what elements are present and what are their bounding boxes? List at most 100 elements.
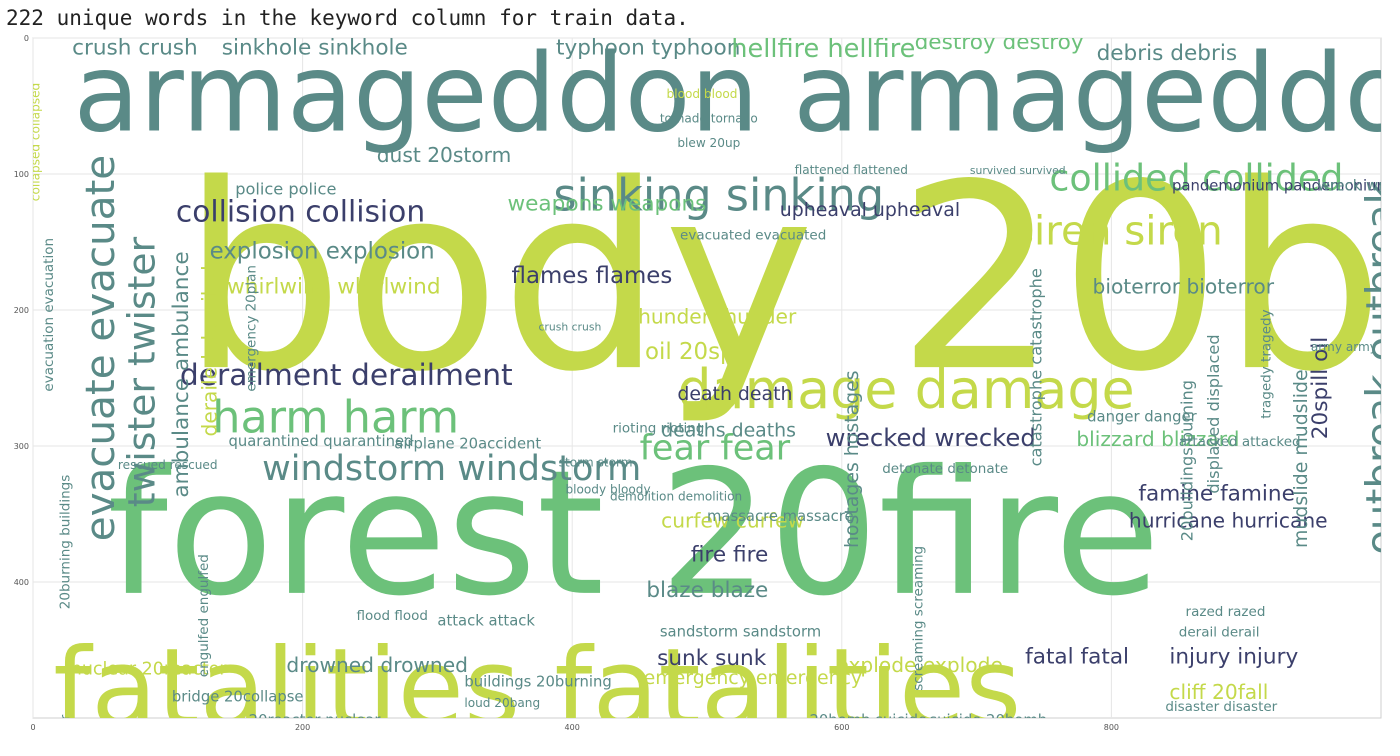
word-mark: collided collided (1049, 156, 1343, 199)
word-mark: evacuate evacuate (76, 155, 124, 541)
word-mark: curfew curfew (661, 509, 804, 533)
word-mark: explosion explosion (210, 238, 435, 264)
word-mark: body 20bag (181, 130, 1400, 428)
word-mark: nuclear 20reactor (71, 659, 228, 679)
word-mark: crush crush (72, 35, 198, 60)
x-tick-label: 800 (1104, 723, 1119, 732)
word-mark: emergency emergency (644, 667, 862, 689)
x-tick-label: 0 (30, 723, 35, 732)
word-mark: danger danger (1087, 409, 1197, 426)
word-mark: drowned drowned (286, 653, 468, 677)
word-mark: 20spill oil (1308, 337, 1333, 440)
word-mark: typhoon typhoon (556, 35, 740, 60)
word-mark: death death (677, 383, 792, 405)
word-mark: massacre massacre (707, 508, 854, 525)
word-mark: airplane 20accident (394, 436, 541, 453)
word-mark: flood flood (357, 608, 428, 624)
word-mark: upheaval upheaval (780, 199, 960, 221)
word-mark: thunder thunder (630, 305, 797, 329)
word-mark: hostages hostages (841, 370, 863, 548)
word-mark: 20bags body (154, 752, 660, 756)
word-mark: crush crush (539, 320, 602, 333)
word-mark: attacked attacked (1179, 434, 1301, 450)
word-mark: famine famine (1138, 481, 1295, 506)
word-mark: hellfire hellfire (731, 34, 915, 64)
y-tick-label: 0 (24, 34, 29, 43)
word-mark: tornado tornado (660, 111, 758, 125)
word-mark: windstorm windstorm (262, 449, 641, 489)
word-mark: survived survived (970, 164, 1066, 177)
word-mark: collapsed collapsed (29, 83, 43, 201)
word-mark: rioting rioting (613, 420, 705, 436)
y-tick-label: 200 (14, 306, 29, 315)
word-mark: 20bomb suicide (809, 712, 927, 729)
word-mark: cliff 20fall (1169, 680, 1268, 704)
word-mark: wreck wreck (1318, 177, 1400, 194)
x-tick-label: 600 (834, 723, 849, 732)
word-mark: buildings 20burning (464, 674, 611, 691)
word-mark: derail derail (1179, 624, 1260, 640)
word-mark: 20disaster nuclear (57, 714, 73, 756)
word-mark: police police (235, 179, 336, 198)
word-mark: fire fire (691, 543, 768, 568)
word-mark: blood blood (667, 87, 738, 101)
word-mark: sandstorm sandstorm (660, 623, 821, 640)
word-mark: ambulance ambulance (169, 251, 194, 497)
word-mark: 20reactor nuclear (249, 712, 382, 729)
word-mark: evacuated evacuated (680, 227, 826, 243)
word-mark: fear fear (640, 429, 791, 469)
word-mark: damage damage (677, 358, 1134, 421)
word-mark: bioterror bioterror (1093, 275, 1275, 299)
y-tick-label: 300 (14, 442, 29, 451)
x-axis-ticks: 0 200 400 600 800 (30, 723, 1119, 732)
x-tick-label: 200 (295, 723, 310, 732)
word-mark: catastrophe catastrophe (1026, 268, 1045, 466)
word-mark: derailment derailment (180, 358, 513, 393)
word-mark: 20buildings burning (1177, 380, 1196, 541)
word-mark: explode explode (836, 653, 1002, 677)
gridlines (32, 37, 1381, 718)
word-mark: attack attack (437, 613, 535, 630)
word-mark: pandemonium pandemonium (1172, 177, 1391, 194)
x-tick-label: 400 (565, 723, 580, 732)
word-mark: hurricane hurricane (1129, 509, 1328, 533)
word-mark: quarantined quarantined (228, 433, 413, 450)
word-mark: tragedy tragedy (1258, 309, 1274, 418)
word-mark: injury injury (1169, 645, 1298, 670)
word-mark: destroy destroy (915, 30, 1084, 55)
word-mark: evacuation evacuation (41, 238, 57, 392)
word-mark: debris debris (1097, 41, 1238, 66)
word-mark: disaster disaster (1165, 699, 1277, 715)
word-mark: derailed derailed (197, 265, 221, 436)
word-mark: harm harm (212, 392, 459, 443)
word-mark: storm storm (559, 455, 633, 469)
word-mark: blew 20up (677, 136, 740, 150)
word-mark: armageddon armageddon (73, 31, 1400, 156)
word-mark: suicide 20bomb (929, 712, 1047, 729)
word-mark: 20burning buildings (57, 475, 73, 609)
word-mark: flames flames (512, 263, 673, 289)
word-mark: emergency 20plan (243, 265, 259, 392)
word-mark: wrecked wrecked (826, 423, 1036, 452)
word-mark: bloody bloody (565, 483, 650, 497)
word-mark: bridge 20collapse (172, 689, 304, 706)
word-mark: sinkhole sinkhole (222, 35, 408, 60)
word-mark: flattened flattened (795, 163, 908, 177)
word-mark: twister twister (119, 236, 163, 507)
word-mark: whirlwind whirlwind (227, 275, 440, 300)
plot-area (32, 37, 1382, 719)
y-tick-label: 100 (14, 170, 29, 179)
word-mark: dust 20storm (377, 143, 512, 167)
word-mark: sinking sinking (553, 171, 884, 222)
word-mark: mudslide mudslide (1290, 369, 1312, 548)
word-mark: outbreak outbreak (1356, 180, 1400, 554)
word-mark: razed razed (1186, 604, 1266, 620)
y-tick-label: 400 (14, 578, 29, 587)
page-title: 222 unique words in the keyword column f… (6, 6, 689, 30)
word-mark: weapon weapon (997, 715, 1262, 753)
word-mark: rescued rescued (118, 458, 218, 472)
y-axis-ticks: 0 100 200 300 400 (14, 34, 29, 587)
word-mark: siren siren (1013, 207, 1223, 255)
